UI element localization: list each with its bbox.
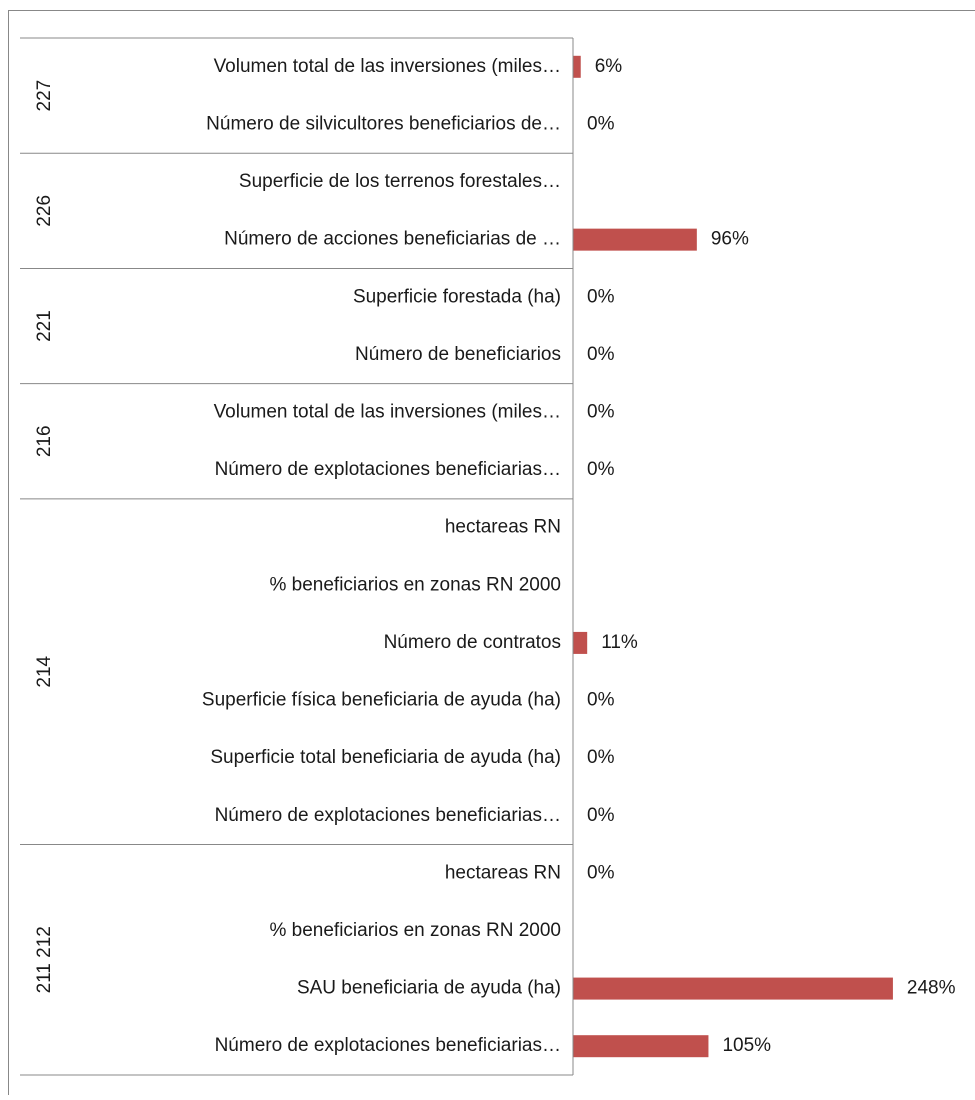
data-label: 0% bbox=[587, 401, 615, 422]
group-label: 216 bbox=[34, 425, 55, 457]
data-label: 0% bbox=[587, 690, 615, 711]
data-label: 248% bbox=[907, 978, 956, 999]
y-tick-label: Superficie forestada (ha) bbox=[353, 286, 561, 307]
y-tick-label: Número de explotaciones beneficiarias… bbox=[215, 459, 561, 480]
data-label: 0% bbox=[587, 113, 615, 134]
data-label: 0% bbox=[587, 459, 615, 480]
bar bbox=[573, 632, 587, 654]
bar bbox=[573, 56, 581, 78]
y-tick-label: Volumen total de las inversiones (miles… bbox=[214, 56, 561, 77]
group-label: 221 bbox=[34, 310, 55, 342]
y-tick-label: Superficie física beneficiaria de ayuda … bbox=[202, 690, 561, 711]
bar bbox=[573, 978, 893, 1000]
data-label: 105% bbox=[722, 1035, 771, 1056]
y-tick-label: Número de silvicultores beneficiarios de… bbox=[206, 113, 561, 134]
data-label: 11% bbox=[601, 632, 638, 653]
data-label: 0% bbox=[587, 862, 615, 883]
data-label: 96% bbox=[711, 229, 749, 250]
bar bbox=[573, 1035, 708, 1057]
y-tick-label: Superficie total beneficiaria de ayuda (… bbox=[210, 747, 561, 768]
y-tick-label: Número de explotaciones beneficiarias… bbox=[215, 805, 561, 826]
bar bbox=[573, 229, 697, 251]
data-label: 6% bbox=[595, 56, 623, 77]
y-tick-label: Número de contratos bbox=[384, 632, 561, 653]
y-tick-label: % beneficiarios en zonas RN 2000 bbox=[269, 574, 561, 595]
y-tick-label: Número de acciones beneficiarias de … bbox=[224, 229, 561, 250]
data-label: 0% bbox=[587, 747, 615, 768]
data-label: 0% bbox=[587, 805, 615, 826]
data-label: 0% bbox=[587, 344, 615, 365]
y-tick-label: Superficie de los terrenos forestales… bbox=[239, 171, 561, 192]
y-tick-label: hectareas RN bbox=[445, 517, 561, 538]
y-tick-label: Volumen total de las inversiones (miles… bbox=[214, 401, 561, 422]
y-tick-label: SAU beneficiaria de ayuda (ha) bbox=[297, 978, 561, 999]
group-label: 227 bbox=[34, 80, 55, 112]
y-tick-label: % beneficiarios en zonas RN 2000 bbox=[269, 920, 561, 941]
y-tick-label: Número de beneficiarios bbox=[355, 344, 561, 365]
group-label: 214 bbox=[34, 655, 55, 687]
group-label: 211 212 bbox=[34, 926, 55, 993]
y-tick-label: Número de explotaciones beneficiarias… bbox=[215, 1035, 561, 1056]
group-label: 226 bbox=[34, 195, 55, 227]
data-label: 0% bbox=[587, 286, 615, 307]
y-tick-label: hectareas RN bbox=[445, 862, 561, 883]
